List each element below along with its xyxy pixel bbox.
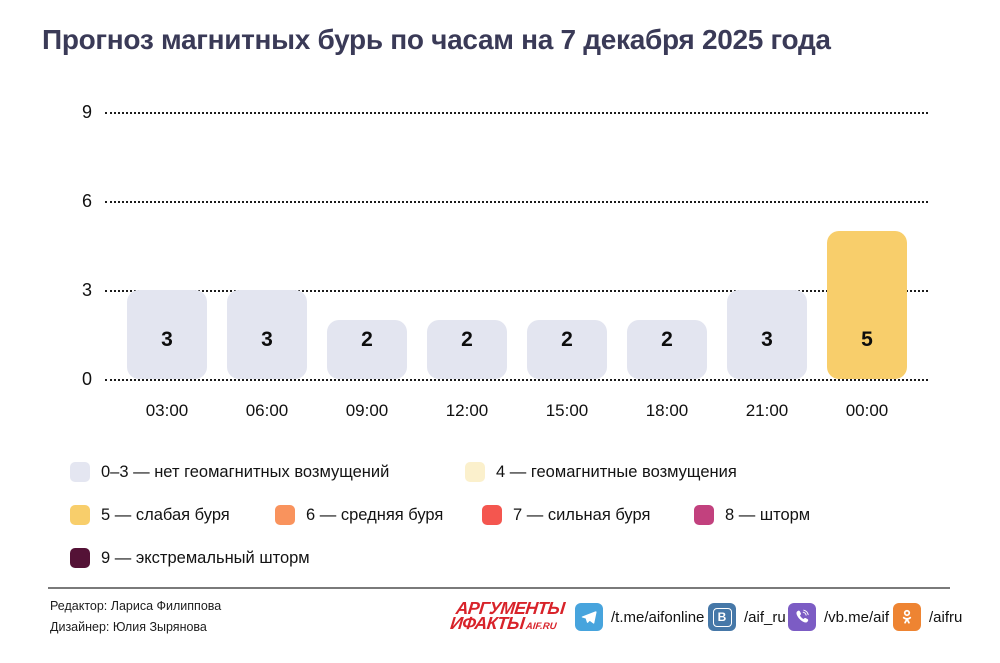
legend-color-swatch [70, 548, 90, 568]
legend-color-swatch [70, 505, 90, 525]
legend-item: 6 — средняя буря [275, 505, 482, 525]
x-axis-label: 15:00 [545, 401, 589, 420]
bar [127, 290, 207, 379]
legend-label: 8 — шторм [725, 505, 811, 524]
x-axis-label: 06:00 [245, 401, 289, 420]
legend-item: 4 — геомагнитные возмущения [465, 462, 737, 482]
bar [327, 319, 407, 379]
bar [627, 319, 707, 379]
social-link-vk: B/aif_ru [708, 603, 786, 631]
legend-color-swatch [694, 505, 714, 525]
x-axis-label: 03:00 [145, 401, 189, 420]
y-axis-tick: 6 [81, 191, 92, 211]
bar-value-label: 2 [361, 328, 373, 351]
bar [527, 319, 607, 379]
designer-credit: Дизайнер: Юлия Зырянова [50, 620, 207, 634]
bar [227, 290, 307, 379]
legend-item: 0–3 — нет геомагнитных возмущений [70, 462, 465, 482]
vk-icon: B [708, 603, 736, 631]
credits-block: Редактор: Лариса Филиппова Дизайнер: Юли… [50, 596, 221, 638]
legend-color-swatch [275, 505, 295, 525]
social-handle: /aif_ru [744, 608, 786, 626]
social-handle: /vb.me/aif [824, 608, 890, 626]
legend-row: 9 — экстремальный шторм [70, 547, 310, 569]
social-link-viber: /vb.me/aif [788, 603, 889, 631]
social-link-ok: /aifru [893, 603, 962, 631]
bar-value-label: 3 [261, 328, 273, 351]
bar [727, 290, 807, 379]
legend-item: 8 — шторм [694, 505, 810, 525]
gridline [105, 290, 928, 292]
bar-value-label: 2 [561, 328, 573, 351]
footer-divider [48, 587, 950, 589]
y-axis-tick: 3 [81, 280, 92, 300]
x-axis-label: 12:00 [445, 401, 489, 420]
legend-label: 5 — слабая буря [101, 505, 230, 524]
viber-icon [788, 603, 816, 631]
bar [427, 319, 507, 379]
vk-letter: B [712, 607, 732, 627]
x-axis-label: 18:00 [645, 401, 689, 420]
x-axis-label: 00:00 [845, 401, 889, 420]
legend-label: 6 — средняя буря [306, 505, 444, 524]
legend-row: 5 — слабая буря 6 — средняя буря 7 — сильн… [70, 504, 810, 526]
social-links-row: /t.me/aifonline B/aif_ru/vb.me/aif/aifru [0, 603, 1000, 635]
gridline [105, 201, 928, 203]
bar-value-label: 2 [661, 328, 673, 351]
y-axis-tick: 0 [81, 369, 92, 389]
legend-item: 7 — сильная буря [482, 505, 694, 525]
social-link-telegram: /t.me/aifonline [575, 603, 704, 631]
legend-label: 7 — сильная буря [513, 505, 651, 524]
y-axis-tick: 9 [81, 102, 92, 122]
editor-credit: Редактор: Лариса Филиппова [50, 599, 222, 613]
legend-row: 0–3 — нет геомагнитных возмущений 4 — гео… [70, 461, 737, 483]
legend-item: 9 — экстремальный шторм [70, 548, 310, 568]
x-axis-label: 09:00 [345, 401, 389, 420]
legend-color-swatch [70, 462, 90, 482]
legend-label: 9 — экстремальный шторм [101, 548, 310, 567]
bar-value-label: 3 [161, 328, 173, 351]
legend-label: 0–3 — нет геомагнитных возмущений [101, 462, 390, 481]
legend-item: 5 — слабая буря [70, 505, 275, 525]
bar-value-label: 5 [861, 328, 873, 351]
legend-color-swatch [482, 505, 502, 525]
chart-title: Прогноз магнитных бурь по часам на 7 дек… [42, 24, 831, 55]
bar-value-label: 2 [461, 328, 473, 351]
bar [827, 230, 907, 379]
social-handle: /aifru [929, 608, 963, 626]
gridline [105, 112, 928, 114]
x-axis-label: 21:00 [745, 401, 789, 420]
social-handle: /t.me/aifonline [611, 608, 705, 626]
gridline [105, 379, 928, 381]
legend-color-swatch [465, 462, 485, 482]
bar-chart: 9 6 3 0 3 03:00 3 06:00 2 09:00 2 12:00 2 15:00 2 18:00… [81, 102, 928, 420]
ok-icon [893, 603, 921, 631]
bar-value-label: 3 [761, 328, 773, 351]
legend-label: 4 — геомагнитные возмущения [496, 462, 737, 481]
telegram-icon [575, 603, 603, 631]
